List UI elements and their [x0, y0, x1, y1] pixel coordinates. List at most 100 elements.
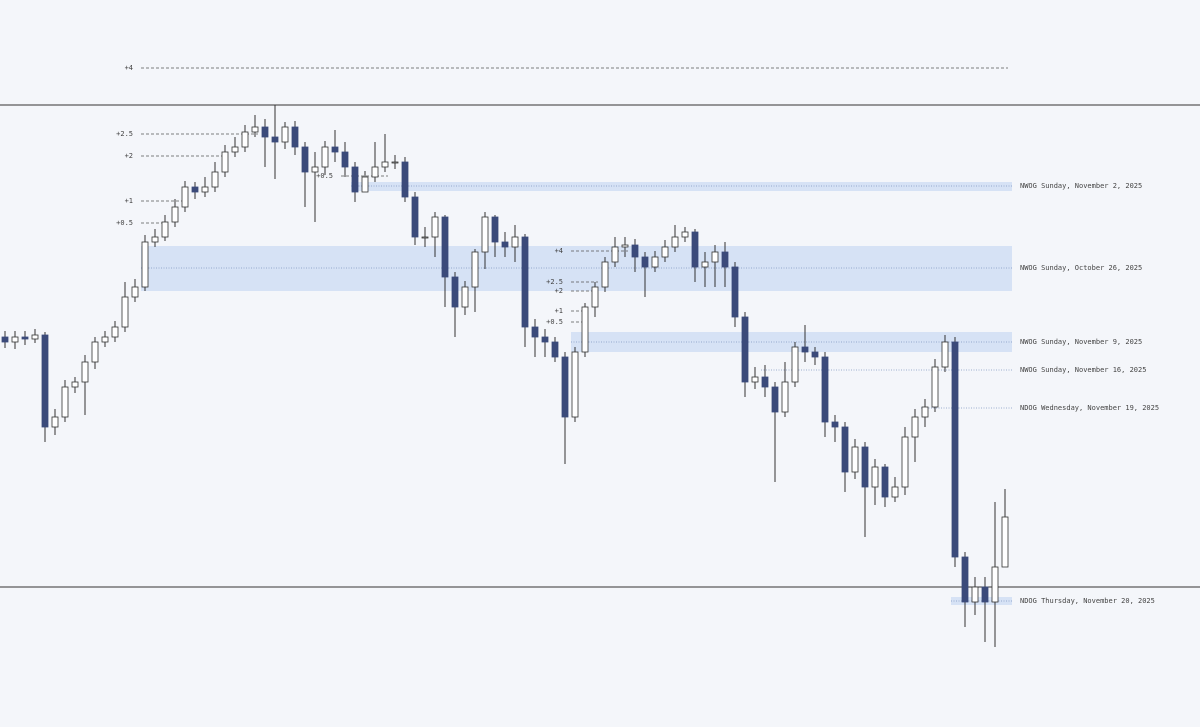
candle-body — [881, 466, 889, 498]
fib-label: +2 — [125, 152, 133, 160]
candle-body — [911, 416, 919, 438]
candle-body — [221, 151, 229, 173]
candle-body — [371, 166, 379, 178]
fib-label: +4 — [125, 64, 133, 72]
candle-body — [401, 161, 409, 198]
candle-body — [141, 241, 149, 288]
fib-label: +1 — [125, 197, 133, 205]
candle-body — [921, 406, 929, 418]
candle-body — [841, 426, 849, 473]
gap-label: NWOG Sunday, November 2, 2025 — [1020, 182, 1142, 190]
gap-zone — [351, 182, 1012, 191]
gap-label: NDOG Thursday, November 20, 2025 — [1020, 597, 1155, 605]
candle-body — [621, 244, 629, 248]
candle-body — [551, 341, 559, 358]
candle-body — [691, 231, 699, 268]
fib-label: +2.5 — [116, 130, 133, 138]
candle-body — [281, 126, 289, 143]
candle-body — [701, 261, 709, 268]
candle-body — [871, 466, 879, 488]
candle-body — [71, 381, 79, 388]
candle-body — [21, 336, 29, 340]
candle-body — [791, 346, 799, 383]
gap-zone — [141, 246, 1012, 291]
candle-body — [511, 236, 519, 248]
candle-body — [291, 126, 299, 148]
candle-body — [151, 236, 159, 243]
candle-body — [181, 186, 189, 208]
candle-body — [41, 334, 49, 428]
candle-body — [111, 326, 119, 338]
fib-label: +0.5 — [546, 318, 563, 326]
candle-body — [161, 221, 169, 238]
gap-label: NWOG Sunday, November 16, 2025 — [1020, 366, 1146, 374]
candle-body — [581, 306, 589, 353]
candle-body — [601, 261, 609, 288]
candle-body — [131, 286, 139, 298]
candle-body — [441, 216, 449, 278]
candle-body — [61, 386, 69, 418]
fib-label: +0.5 — [316, 172, 333, 180]
candle-body — [901, 436, 909, 488]
gap-label: NWOG Sunday, October 26, 2025 — [1020, 264, 1142, 272]
candle-body — [341, 151, 349, 168]
candle-body — [381, 161, 389, 168]
candle-body — [961, 556, 969, 603]
candle-body — [451, 276, 459, 308]
candle-body — [531, 326, 539, 338]
candle-body — [521, 236, 529, 328]
candle-body — [271, 136, 279, 143]
candle-body — [361, 176, 369, 193]
candle-body — [91, 341, 99, 363]
candle-body — [941, 341, 949, 368]
candle-body — [421, 236, 429, 239]
candle-body — [241, 131, 249, 148]
candle-body — [31, 334, 39, 340]
candle-body — [251, 126, 259, 133]
candle-body — [461, 286, 469, 308]
candle-body — [191, 186, 199, 193]
candle-body — [611, 246, 619, 263]
candle-body — [711, 251, 719, 263]
candle-body — [731, 266, 739, 318]
candle-body — [101, 336, 109, 343]
candle-body — [981, 586, 989, 603]
candle-body — [541, 336, 549, 343]
candle-body — [851, 446, 859, 473]
candle-body — [11, 336, 19, 343]
candle-body — [121, 296, 129, 328]
candle-body — [411, 196, 419, 238]
candle-body — [661, 246, 669, 258]
candle-body — [301, 146, 309, 173]
candle-body — [81, 361, 89, 383]
candle-body — [801, 346, 809, 353]
candle-body — [331, 146, 339, 153]
candle-body — [651, 256, 659, 268]
candle-body — [761, 376, 769, 388]
candle-body — [861, 446, 869, 488]
candle-body — [681, 231, 689, 238]
candle-body — [51, 416, 59, 428]
candle-body — [311, 166, 319, 173]
candle-body — [751, 376, 759, 383]
candle-body — [591, 286, 599, 308]
candle-body — [261, 126, 269, 138]
candle-body — [1001, 516, 1009, 568]
candle-body — [991, 566, 999, 603]
candle-body — [771, 386, 779, 413]
candle-body — [781, 381, 789, 413]
candle-body — [471, 251, 479, 288]
fib-label: +2.5 — [546, 278, 563, 286]
candle-body — [951, 341, 959, 558]
candle-body — [321, 146, 329, 168]
candle-body — [571, 351, 579, 418]
candle-body — [211, 171, 219, 188]
candle-body — [351, 166, 359, 193]
candle-body — [891, 486, 899, 498]
candle-body — [641, 256, 649, 268]
candle-body — [931, 366, 939, 408]
candle-body — [821, 356, 829, 423]
fib-label: +4 — [555, 247, 563, 255]
candle-body — [971, 586, 979, 603]
